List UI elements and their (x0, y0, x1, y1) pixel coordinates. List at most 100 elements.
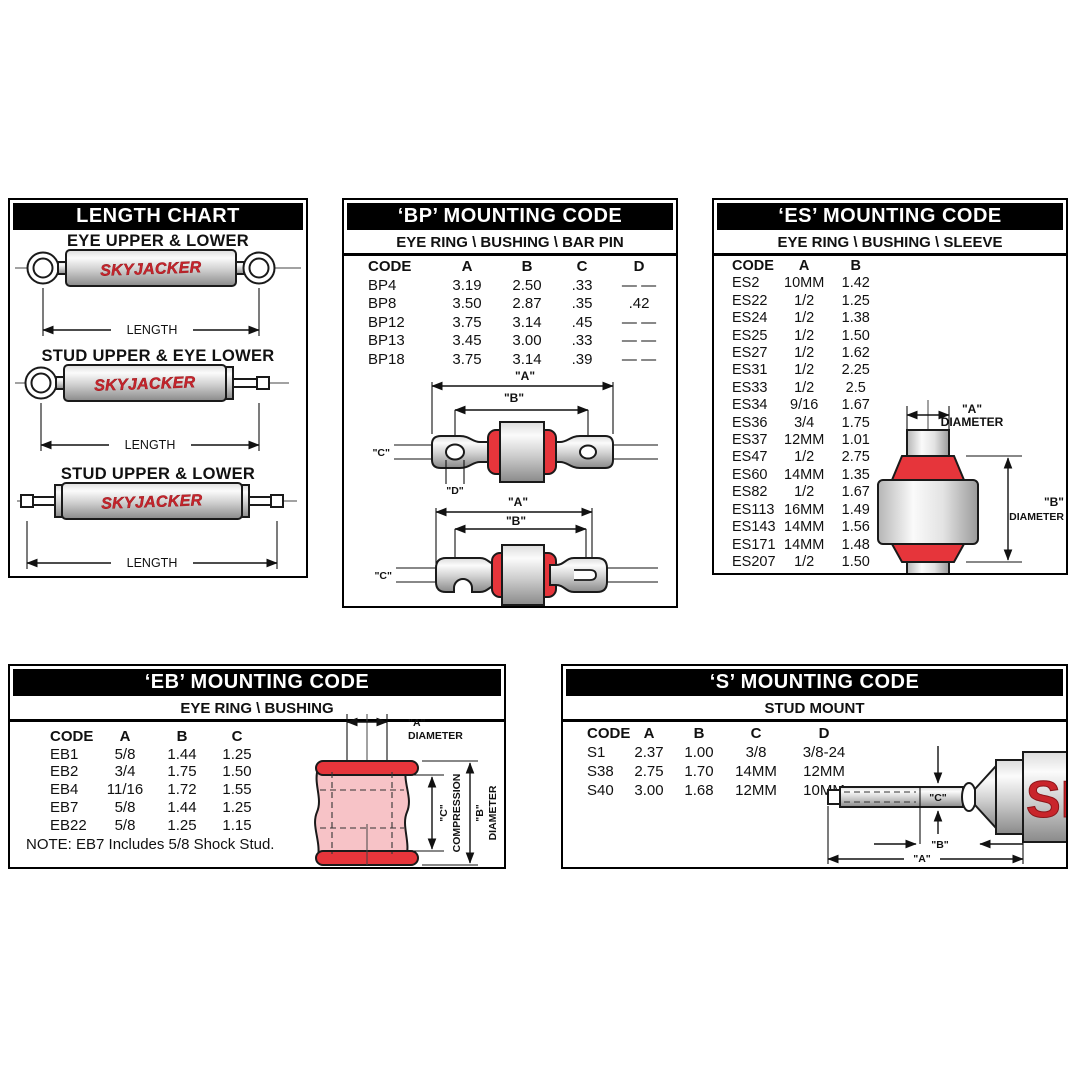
table-cell: 2.50 (512, 276, 542, 294)
panel-title: LENGTH CHART (13, 203, 303, 230)
table-cell: 1/2 (794, 345, 815, 362)
table-cell: 1/2 (794, 484, 815, 501)
shock-eye-eye-diagram: SKYJACKER LENGTH (15, 249, 301, 338)
table-cell: 3.00 (512, 332, 542, 349)
table-cell: 14MM (735, 763, 777, 780)
table-row: ES34 9/16 1.67 (722, 397, 880, 414)
table-cell: 1/2 (794, 379, 815, 396)
table-cell: — — (621, 313, 657, 331)
dim-c-label: "C" (929, 792, 947, 804)
skyjacker-logo: SKYJACKER (101, 492, 203, 513)
table-cell: EB1 (50, 745, 79, 763)
table-cell: ES2 (732, 275, 760, 292)
table-cell: 1/2 (794, 449, 815, 466)
table-cell: 1.67 (841, 484, 870, 501)
bp-barpin-diagrams: "A" "B" "C" "D" "A" "B" "C" (372, 369, 658, 606)
table-cell: 16MM (784, 501, 825, 518)
table-cell: 3/4 (794, 414, 815, 431)
table-cell: ES36 (732, 414, 768, 431)
diameter-label: DIAMETER (1009, 511, 1064, 523)
table-cell: 1.72 (167, 781, 197, 799)
table-cell: 3.00 (634, 782, 664, 799)
bp-table: CODE A B C D BP4 3.19 2.50 .33 — — BP8 3.50 2.87 .35… (358, 258, 670, 369)
table-cell: 2.25 (841, 362, 870, 379)
panel-es-mounting-code: ‘ES’ MOUNTING CODE EYE RING \ BUSHING \ … (712, 198, 1068, 575)
dim-c-label: "C" (438, 804, 450, 822)
dim-a-label: "A" (913, 853, 931, 865)
table-cell: 1.68 (684, 782, 714, 799)
column-header: B (693, 725, 705, 742)
table-cell: 1.49 (841, 501, 870, 518)
table-cell: 10MM (784, 275, 825, 292)
table-cell: 2.37 (634, 744, 664, 761)
table-cell: S40 (587, 782, 614, 799)
table-row: BP8 3.50 2.87 .35 .42 (358, 295, 670, 314)
table-row: S40 3.00 1.68 12MM 10MM (577, 781, 861, 800)
diameter-label: DIAMETER (408, 730, 463, 742)
dim-d-label: "D" (446, 485, 464, 497)
table-cell: — — (621, 350, 657, 368)
column-header: A (643, 725, 655, 742)
skyjacker-logo: SKYJACKER (94, 374, 196, 395)
table-row: EB4 11/16 1.72 1.55 (40, 781, 264, 799)
length-dim-label: LENGTH (127, 323, 178, 337)
table-cell: 1.56 (841, 519, 870, 536)
shock-stud-stud-diagram: SKYJACKER LENGTH (17, 482, 297, 571)
table-cell: ES82 (732, 484, 768, 501)
table-cell: 3.75 (452, 350, 482, 368)
shock-body (1022, 751, 1066, 843)
table-cell: ES27 (732, 345, 768, 362)
s-stud-diagram: "C" SK "B" "A" (827, 746, 1068, 865)
table-cell: 5/8 (114, 745, 136, 763)
table-row: EB1 5/8 1.44 1.25 (40, 746, 264, 764)
table-cell: 12MM (735, 782, 777, 799)
table-cell: 3.14 (512, 313, 542, 331)
table-cell: BP18 (368, 350, 405, 368)
table-cell: 5/8 (114, 816, 136, 834)
table-cell: ES31 (732, 362, 768, 379)
table-row: ES31 1/2 2.25 (722, 362, 880, 379)
table-cell: 1/2 (794, 310, 815, 327)
table-row: ES171 14MM 1.48 (722, 537, 880, 554)
dim-b-label: "B" (506, 514, 526, 528)
panel-eb-mounting-code: ‘EB’ MOUNTING CODE EYE RING \ BUSHING CO… (8, 664, 506, 869)
table-cell: ES25 (732, 327, 768, 344)
table-cell: BP4 (368, 276, 397, 294)
skyjacker-logo-partial: SK (1026, 771, 1068, 829)
table-header-row: CODE A B C D (577, 724, 861, 743)
dim-b-label: "B" (474, 804, 486, 822)
length-dim-label: LENGTH (125, 438, 176, 452)
table-cell: S1 (587, 744, 606, 761)
bushing-rubber-top (890, 455, 966, 481)
table-cell: 1.50 (841, 553, 870, 570)
eb-note: NOTE: EB7 Includes 5/8 Shock Stud. (26, 836, 275, 853)
table-cell: 1.25 (167, 816, 197, 834)
table-cell: BP12 (368, 313, 405, 331)
table-row: ES27 1/2 1.62 (722, 345, 880, 362)
table-cell: 3/4 (114, 763, 136, 781)
table-cell: ES171 (732, 536, 776, 553)
stud-rod (248, 496, 272, 506)
table-cell: ES143 (732, 519, 776, 536)
column-header: D (818, 725, 830, 742)
panel-subtitle: EYE RING \ BUSHING (10, 699, 504, 722)
table-cell: .35 (571, 295, 593, 312)
barpin-hole (579, 444, 597, 460)
column-header: B (521, 258, 533, 275)
table-cell: 1.50 (222, 763, 252, 781)
bushing-sleeve (501, 544, 545, 606)
section-label-stud-upper-eye-lower: STUD UPPER & EYE LOWER (41, 347, 275, 365)
table-cell: 2.75 (841, 449, 870, 466)
table-cell: 3.19 (452, 276, 482, 294)
table-cell: ES47 (732, 449, 768, 466)
table-cell: 2.87 (512, 295, 542, 312)
panel-length-chart: LENGTH CHART EYE UPPER & LOWER SKYJACKER… (8, 198, 308, 578)
column-header: A (798, 258, 810, 274)
table-cell: 3.14 (512, 350, 542, 368)
table-cell: 2.5 (845, 379, 866, 396)
clevis-slot (574, 569, 597, 581)
eb-table: CODE A B C EB1 5/8 1.44 1.25 EB2 3/4 1.75 1.50 EB4 1… (40, 728, 264, 834)
table-row: BP18 3.75 3.14 .39 — — (358, 351, 670, 370)
table-cell: ES60 (732, 466, 768, 483)
